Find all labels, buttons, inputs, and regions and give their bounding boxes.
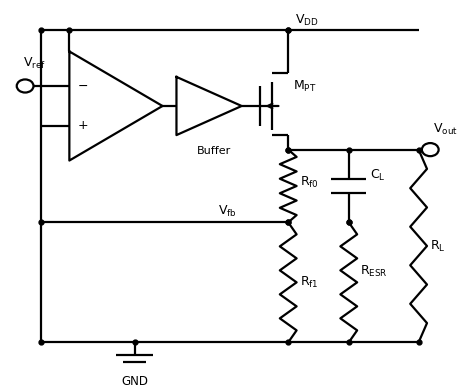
Text: R$_{\rm f1}$: R$_{\rm f1}$ <box>300 275 319 290</box>
Text: V$_{\rm DD}$: V$_{\rm DD}$ <box>295 13 319 28</box>
Text: R$_{\rm ESR}$: R$_{\rm ESR}$ <box>360 264 388 279</box>
Text: V$_{\rm fb}$: V$_{\rm fb}$ <box>219 204 237 219</box>
Text: C$_{\rm L}$: C$_{\rm L}$ <box>370 167 385 183</box>
Text: M$_{\rm PT}$: M$_{\rm PT}$ <box>293 79 317 93</box>
Text: GND: GND <box>121 375 148 388</box>
Text: R$_{\rm L}$: R$_{\rm L}$ <box>430 239 446 253</box>
Text: −: − <box>78 79 89 93</box>
Text: R$_{\rm f0}$: R$_{\rm f0}$ <box>300 175 319 190</box>
Text: Buffer: Buffer <box>197 146 231 156</box>
Text: V$_{\rm ref}$: V$_{\rm ref}$ <box>23 56 46 72</box>
Text: V$_{\rm out}$: V$_{\rm out}$ <box>433 122 457 137</box>
Text: +: + <box>78 120 89 133</box>
